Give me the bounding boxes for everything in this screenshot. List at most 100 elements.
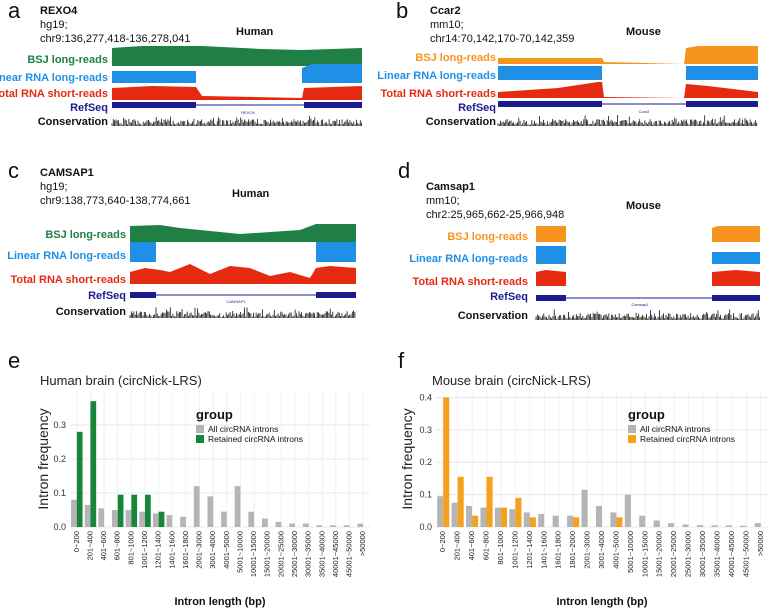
chart-f-bar-retained xyxy=(457,476,464,527)
chart-e-ylabel: Intron frequency xyxy=(35,408,51,509)
chart-f-legend-swatch xyxy=(628,425,636,433)
chart-e-xtick-label: 601~800 xyxy=(113,531,122,560)
panel-a-total-label: Total RNA short-reads xyxy=(0,88,108,100)
chart-e-ytick-label: 0.0 xyxy=(53,522,66,532)
panel-a-gene: REXO4 xyxy=(40,5,78,17)
chart-e-xtick-label: 0~200 xyxy=(72,531,81,552)
chart-e-ytick-label: 0.1 xyxy=(53,488,66,498)
chart-e-bar-all xyxy=(289,523,295,527)
panel-d-refseq-exon-1 xyxy=(536,295,566,301)
panel-d-locus: chr2:25,965,662-25,966,948 xyxy=(426,209,565,221)
chart-f-xtick-label: 201~400 xyxy=(453,531,462,560)
panel-d-refseq-text: Camsap1 xyxy=(631,302,649,307)
panel-d-bsj-label: BSJ long-reads xyxy=(447,231,528,243)
panel-c-linear-block-1 xyxy=(130,242,156,262)
chart-e-xtick-label: 15001~20000 xyxy=(263,531,272,577)
panel-c-conservation-label: Conservation xyxy=(55,306,126,318)
panel-b-locus: chr14:70,142,170-70,142,359 xyxy=(430,33,575,45)
panel-c-bsj-track xyxy=(130,224,356,242)
panel-d-total-track-2 xyxy=(712,270,760,286)
panel-d-tracks: Camsap1 xyxy=(535,226,761,320)
panel-letter-c: c xyxy=(8,158,19,183)
chart-f-ytick-label: 0.3 xyxy=(419,425,432,435)
chart-e-bar-all xyxy=(84,504,91,527)
chart-f-legend-swatch xyxy=(628,435,636,443)
chart-f-bar-all xyxy=(538,514,545,527)
chart-f-bar-all xyxy=(639,515,646,527)
panel-d-assembly: mm10; xyxy=(426,195,460,207)
panel-a-tracks: REXO4 xyxy=(111,46,363,126)
chart-f-xtick-label: 35001~40000 xyxy=(712,531,721,577)
chart-f-ytick-label: 0.2 xyxy=(419,457,432,467)
chart-f-xtick-label: 0~200 xyxy=(438,531,447,552)
panel-d-total-track xyxy=(536,270,566,286)
chart-e-bar-all xyxy=(330,525,336,527)
panel-c-linear-label: Linear RNA long-reads xyxy=(7,250,126,262)
chart-e-bar-all xyxy=(125,510,132,527)
chart-f-ytick-label: 0.0 xyxy=(419,522,432,532)
panel-b-total-label: Total RNA short-reads xyxy=(380,88,496,100)
chart-e-xlabel: Intron length (bp) xyxy=(174,596,265,608)
chart-e-bar-all xyxy=(302,523,309,527)
chart-e-xtick-label: 45001~50000 xyxy=(345,531,354,577)
chart-e-xtick-label: 1201~1400 xyxy=(154,531,163,569)
chart-f-bar-all xyxy=(552,515,559,527)
panel-c-refseq-exon-1 xyxy=(130,292,156,298)
chart-e-bar-all xyxy=(357,523,364,527)
chart-f-bar-all xyxy=(523,512,530,527)
panel-a-refseq-exon-2 xyxy=(304,102,362,108)
chart-f-bar-all xyxy=(610,512,617,527)
panel-a-linear-label: Linear RNA long-reads xyxy=(0,72,108,84)
panel-d-bsj-track xyxy=(536,226,566,242)
chart-e-legend-entry: All circRNA introns xyxy=(208,424,278,434)
panel-c-bsj-label: BSJ long-reads xyxy=(45,229,126,241)
chart-e-xtick-label: 40001~45000 xyxy=(331,531,340,577)
panel-letter-b: b xyxy=(396,0,409,23)
chart-f-bar-all xyxy=(725,525,732,527)
chart-e-bar-all xyxy=(234,486,241,527)
chart-f-xtick-label: 3001~4000 xyxy=(597,531,606,569)
chart-f-xtick-label: 601~800 xyxy=(482,531,491,560)
panel-c-refseq-label: RefSeq xyxy=(88,290,126,302)
chart-e-xtick-label: 5001~10000 xyxy=(235,531,244,573)
chart-f-bar-all xyxy=(480,507,487,527)
panel-a-conservation-label: Conservation xyxy=(37,116,108,128)
chart-e-legend-swatch xyxy=(196,425,204,433)
panel-b-total-track xyxy=(498,82,758,98)
chart-f-ytick-label: 0.1 xyxy=(419,490,432,500)
chart-f-bar-retained xyxy=(573,517,580,527)
chart-f-xtick-label: 25001~30000 xyxy=(684,531,693,577)
panel-a-refseq-text: REXO4 xyxy=(241,110,255,115)
chart-e: 0.0 0.1 0.2 0.3 0~200 201~400 401~600 601~800 80… xyxy=(35,391,370,608)
chart-e-xtick-label: 201~400 xyxy=(85,531,94,560)
panel-c-tracks: CAMSAP1 xyxy=(129,224,356,318)
chart-e-bar-retained xyxy=(131,494,138,527)
panel-b-species: Mouse xyxy=(626,26,661,38)
chart-f-bar-all xyxy=(437,496,444,527)
panel-c-total-label: Total RNA short-reads xyxy=(10,274,126,286)
chart-e-xtick-label: 401~600 xyxy=(99,531,108,560)
chart-e-xtick-label: 25001~30000 xyxy=(290,531,299,577)
chart-f-xtick-label: 401~600 xyxy=(467,531,476,560)
panel-c-species: Human xyxy=(232,188,270,200)
panel-a-refseq-label: RefSeq xyxy=(70,102,108,114)
chart-f-xtick-label: 1401~1600 xyxy=(539,531,548,569)
chart-f-xtick-label: 801~1000 xyxy=(496,531,505,565)
panel-b-refseq-label: RefSeq xyxy=(458,102,496,114)
chart-e-bar-all xyxy=(152,513,159,527)
chart-f-xtick-label: 10001~15000 xyxy=(640,531,649,577)
chart-f-bar-all xyxy=(668,523,675,527)
chart-e-ytick-label: 0.3 xyxy=(53,420,66,430)
chart-f-bar-all xyxy=(711,525,718,527)
panel-d-refseq-label: RefSeq xyxy=(490,291,528,303)
chart-f-xtick-label: 5001~10000 xyxy=(626,531,635,573)
panel-letter-d: d xyxy=(398,158,411,183)
panel-a-assembly: hg19; xyxy=(40,19,68,31)
chart-e-xtick-label: 2001~3000 xyxy=(195,531,204,569)
chart-e-xtick-label: 30001~35000 xyxy=(304,531,313,577)
chart-e-bar-all xyxy=(316,525,323,527)
panel-c-assembly: hg19; xyxy=(40,181,68,193)
panel-b-linear-block-1 xyxy=(498,66,602,80)
panel-d-bsj-track-2 xyxy=(712,226,760,242)
chart-f-title: Mouse brain (circNick-LRS) xyxy=(432,373,591,388)
